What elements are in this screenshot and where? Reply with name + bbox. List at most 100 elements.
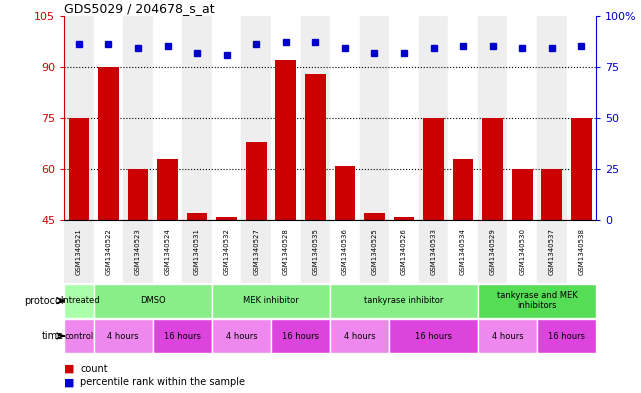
Bar: [94, 284, 212, 318]
Bar: [153, 16, 182, 220]
Bar: [212, 284, 330, 318]
Bar: [448, 220, 478, 283]
Bar: [330, 220, 360, 283]
Text: 4 hours: 4 hours: [226, 332, 257, 340]
Text: percentile rank within the sample: percentile rank within the sample: [80, 377, 245, 387]
Text: GSM1340530: GSM1340530: [519, 228, 525, 275]
Text: MEK inhibitor: MEK inhibitor: [243, 296, 299, 305]
Bar: [187, 213, 208, 220]
Bar: [98, 67, 119, 220]
Bar: [330, 319, 389, 353]
Text: GSM1340525: GSM1340525: [371, 228, 378, 275]
Text: GSM1340526: GSM1340526: [401, 228, 407, 275]
Bar: [567, 16, 596, 220]
Text: GSM1340534: GSM1340534: [460, 228, 466, 275]
Bar: [448, 16, 478, 220]
Bar: [64, 220, 94, 283]
Bar: [157, 159, 178, 220]
Bar: [94, 16, 123, 220]
Bar: [571, 118, 592, 220]
Text: DMSO: DMSO: [140, 296, 165, 305]
Bar: [64, 319, 94, 353]
Text: GSM1340535: GSM1340535: [312, 228, 319, 275]
Bar: [246, 142, 267, 220]
Text: protocol: protocol: [24, 296, 63, 306]
Text: 4 hours: 4 hours: [108, 332, 139, 340]
Text: GSM1340533: GSM1340533: [431, 228, 437, 275]
Bar: [482, 118, 503, 220]
Text: time: time: [42, 331, 63, 341]
Text: count: count: [80, 364, 108, 373]
Text: GDS5029 / 204678_s_at: GDS5029 / 204678_s_at: [64, 2, 215, 15]
Bar: [271, 319, 330, 353]
Bar: [123, 16, 153, 220]
Text: 16 hours: 16 hours: [164, 332, 201, 340]
Bar: [301, 220, 330, 283]
Text: control: control: [64, 332, 94, 340]
Bar: [64, 284, 94, 318]
Bar: [537, 16, 567, 220]
Bar: [419, 220, 448, 283]
Bar: [94, 220, 123, 283]
Bar: [423, 118, 444, 220]
Bar: [182, 16, 212, 220]
Bar: [478, 220, 508, 283]
Bar: [512, 169, 533, 220]
Bar: [212, 16, 242, 220]
Text: GSM1340536: GSM1340536: [342, 228, 348, 275]
Text: untreated: untreated: [58, 296, 100, 305]
Bar: [508, 220, 537, 283]
Bar: [330, 284, 478, 318]
Text: tankyrase inhibitor: tankyrase inhibitor: [364, 296, 444, 305]
Text: GSM1340531: GSM1340531: [194, 228, 200, 275]
Text: GSM1340537: GSM1340537: [549, 228, 555, 275]
Text: GSM1340532: GSM1340532: [224, 228, 229, 275]
Bar: [567, 220, 596, 283]
Bar: [212, 220, 242, 283]
Text: GSM1340522: GSM1340522: [105, 228, 112, 275]
Bar: [360, 16, 389, 220]
Bar: [128, 169, 148, 220]
Bar: [453, 159, 474, 220]
Text: 16 hours: 16 hours: [282, 332, 319, 340]
Text: 4 hours: 4 hours: [344, 332, 376, 340]
Text: GSM1340529: GSM1340529: [490, 228, 495, 275]
Bar: [64, 16, 94, 220]
Bar: [537, 220, 567, 283]
Text: 4 hours: 4 hours: [492, 332, 523, 340]
Bar: [364, 213, 385, 220]
Text: ■: ■: [64, 377, 74, 387]
Bar: [301, 16, 330, 220]
Text: GSM1340521: GSM1340521: [76, 228, 82, 275]
Bar: [69, 118, 89, 220]
Bar: [153, 220, 182, 283]
Bar: [478, 16, 508, 220]
Bar: [330, 16, 360, 220]
Bar: [123, 220, 153, 283]
Bar: [394, 217, 414, 220]
Bar: [276, 60, 296, 220]
Text: GSM1340523: GSM1340523: [135, 228, 141, 275]
Bar: [360, 220, 389, 283]
Text: ■: ■: [64, 364, 74, 373]
Text: GSM1340524: GSM1340524: [165, 228, 171, 275]
Bar: [212, 319, 271, 353]
Text: tankyrase and MEK
inhibitors: tankyrase and MEK inhibitors: [497, 291, 578, 310]
Bar: [242, 220, 271, 283]
Bar: [216, 217, 237, 220]
Bar: [94, 319, 153, 353]
Bar: [271, 220, 301, 283]
Bar: [478, 319, 537, 353]
Bar: [182, 220, 212, 283]
Text: 16 hours: 16 hours: [548, 332, 585, 340]
Bar: [542, 169, 562, 220]
Bar: [508, 16, 537, 220]
Bar: [271, 16, 301, 220]
Bar: [335, 165, 355, 220]
Text: GSM1340527: GSM1340527: [253, 228, 259, 275]
Text: GSM1340528: GSM1340528: [283, 228, 289, 275]
Bar: [537, 319, 596, 353]
Bar: [389, 220, 419, 283]
Bar: [389, 319, 478, 353]
Text: 16 hours: 16 hours: [415, 332, 452, 340]
